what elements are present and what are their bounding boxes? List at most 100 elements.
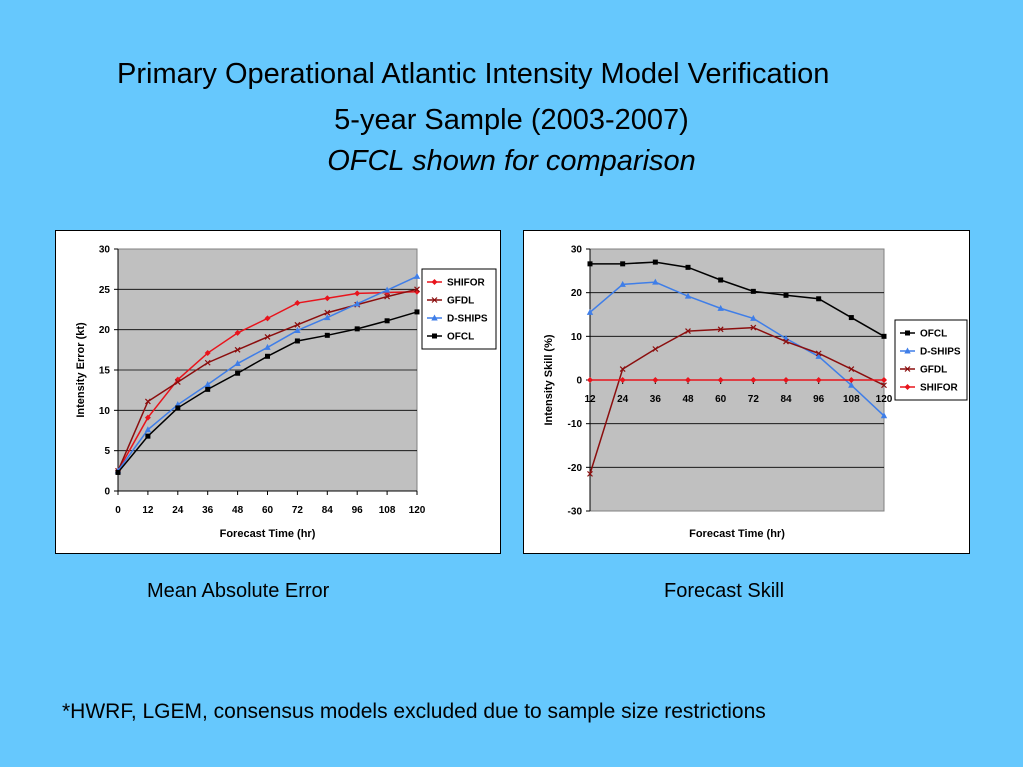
data-point-ofcl [145, 433, 151, 439]
data-point-ofcl [205, 386, 211, 392]
data-point-shifor [881, 377, 887, 383]
data-point-gfdl [619, 366, 626, 373]
data-point-gfdl [294, 321, 301, 328]
data-point-d-ships [383, 286, 391, 293]
legend-swatch-marker [904, 366, 911, 372]
x-axis-title: Forecast Time (hr) [689, 528, 785, 540]
data-point-gfdl [685, 328, 691, 335]
data-point-d-ships [264, 343, 271, 350]
data-point-ofcl [848, 315, 854, 321]
legend-swatch-marker [905, 330, 910, 336]
x-tick-label: 96 [352, 505, 364, 516]
data-point-d-ships [324, 314, 331, 321]
x-tick-label: 108 [379, 505, 396, 516]
data-point-gfdl [384, 293, 391, 300]
x-tick-label: 84 [780, 394, 792, 405]
data-point-ofcl [294, 338, 300, 344]
legend-label: GFDL [447, 296, 474, 307]
data-point-d-ships [717, 304, 724, 311]
data-point-d-ships [750, 314, 757, 321]
data-point-gfdl [204, 359, 211, 366]
data-point-gfdl [750, 324, 757, 331]
data-point-gfdl [324, 309, 331, 316]
chart-svg-forecast-skill: -30 -20 -10 0 10 20 30 12 24 36 48 60 72 84 96 108 120 Fo… [543, 245, 968, 540]
data-point-d-ships [354, 300, 361, 307]
data-point-ofcl [587, 261, 593, 267]
x-tick-label: 60 [715, 394, 727, 405]
x-tick-label: 36 [650, 394, 662, 405]
data-point-ofcl [718, 277, 724, 283]
legend-swatch-marker [904, 347, 911, 354]
data-point-shifor [848, 377, 855, 383]
data-point-shifor [619, 377, 626, 383]
legend-label: D-SHIPS [920, 347, 961, 358]
data-point-gfdl [144, 398, 151, 405]
x-tick-label: 72 [748, 394, 760, 405]
data-point-ofcl [175, 405, 181, 411]
y-tick-label: 30 [571, 245, 583, 256]
data-point-ofcl [750, 288, 756, 294]
y-axis-title: Intensity Error (kt) [75, 322, 87, 418]
x-tick-label: 108 [843, 394, 860, 405]
data-point-ofcl [414, 309, 420, 315]
data-point-shifor [354, 290, 361, 297]
legend: OFCL D-SHIPS GFDL SHIFOR [894, 319, 968, 401]
data-point-ofcl [235, 370, 241, 376]
legend-label: SHIFOR [920, 383, 959, 394]
data-point-d-ships [204, 381, 211, 388]
caption-mean-absolute-error: Mean Absolute Error [147, 580, 330, 602]
legend-swatch-marker [431, 297, 438, 303]
y-tick-label: -30 [568, 507, 583, 518]
data-point-d-ships [880, 412, 888, 419]
y-tick-label: 5 [104, 446, 110, 457]
slide-title-line3: OFCL shown for comparison [327, 145, 696, 177]
data-point-d-ships [586, 308, 594, 315]
data-point-d-ships [294, 326, 301, 333]
data-point-shifor [685, 377, 691, 383]
legend: SHIFOR GFDL D-SHIPS OFCL [421, 268, 497, 350]
legend-item-shifor: SHIFOR [900, 383, 959, 394]
data-point-ofcl [783, 292, 789, 298]
chart-panel-forecast-skill: -30 -20 -10 0 10 20 30 12 24 36 48 60 72 84 96 108 120 Fo… [523, 230, 970, 554]
data-point-d-ships [684, 292, 692, 299]
data-point-shifor [717, 377, 724, 383]
y-tick-label: 10 [571, 332, 583, 343]
x-tick-label: 24 [172, 505, 184, 516]
data-point-d-ships [234, 360, 241, 367]
series-line-gfdl [589, 326, 885, 475]
series-line-d-ships [589, 281, 885, 417]
data-point-gfdl [717, 326, 724, 333]
y-tick-label: 0 [576, 376, 582, 387]
data-point-ofcl [384, 318, 390, 324]
data-point-shifor [815, 377, 822, 383]
legend-item-shifor: SHIFOR [427, 278, 486, 289]
data-point-shifor [144, 414, 151, 421]
legend-swatch-marker [431, 279, 438, 285]
caption-forecast-skill: Forecast Skill [664, 580, 785, 602]
legend-label: SHIFOR [447, 278, 486, 289]
data-point-gfdl [587, 470, 593, 477]
y-tick-label: 25 [99, 285, 111, 296]
data-point-shifor [264, 315, 271, 322]
slide-title-line2: 5-year Sample (2003-2007) [334, 104, 689, 136]
y-tick-label: 0 [104, 487, 110, 498]
data-point-gfdl [848, 366, 855, 373]
y-tick-label: -10 [568, 419, 583, 430]
y-tick-label: 20 [99, 325, 111, 336]
legend-item-ofcl: OFCL [900, 329, 947, 340]
data-point-ofcl [324, 332, 330, 338]
data-point-d-ships [619, 280, 626, 287]
data-point-shifor [750, 377, 757, 383]
y-tick-label: 20 [571, 288, 583, 299]
data-point-ofcl [685, 264, 691, 270]
x-tick-label: 72 [292, 505, 304, 516]
data-point-ofcl [652, 259, 658, 265]
data-point-d-ships [815, 352, 822, 359]
data-point-shifor [204, 350, 211, 357]
x-tick-label: 60 [262, 505, 274, 516]
legend-swatch-marker [904, 384, 911, 390]
data-point-d-ships [144, 426, 152, 433]
data-point-shifor [783, 377, 789, 383]
chart-svg-mean-absolute-error: 0 5 10 15 20 25 30 0 12 24 36 48 60 72 84 96 108 120 Forec… [75, 245, 497, 540]
footnote: *HWRF, LGEM, consensus models excluded d… [62, 700, 766, 723]
